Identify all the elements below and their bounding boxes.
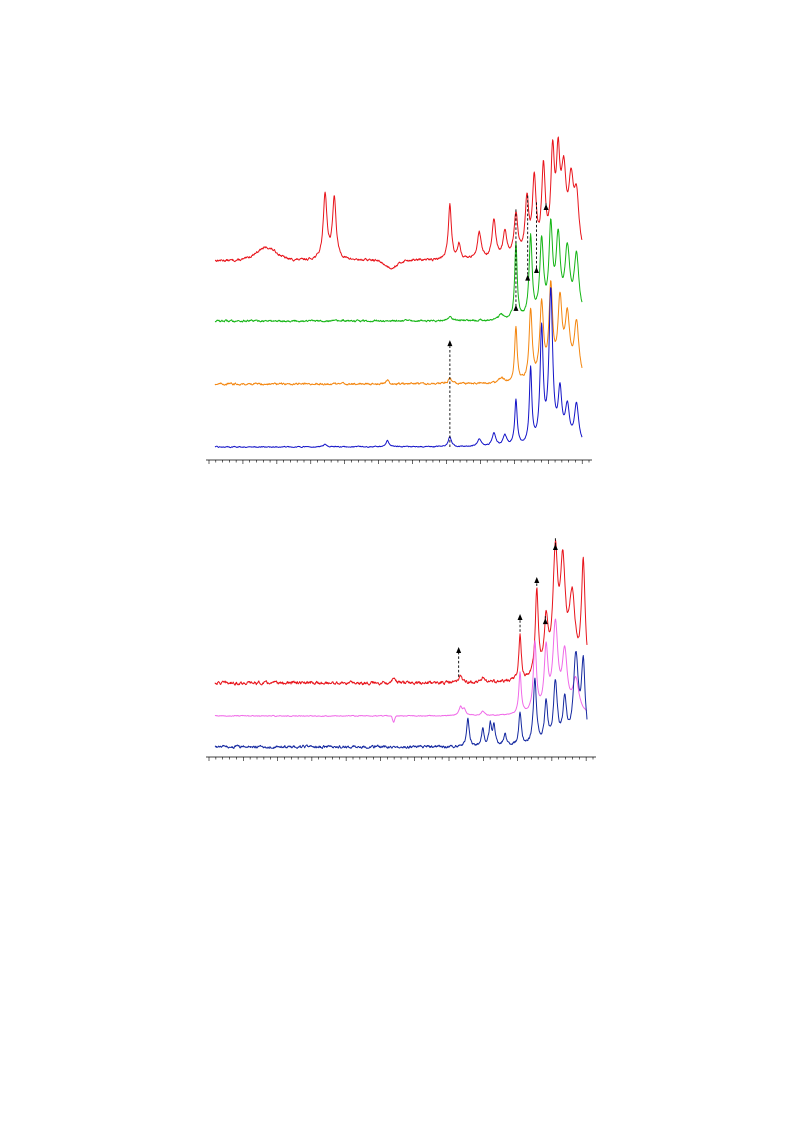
peak-marker-arrow (552, 544, 558, 550)
spectrum-trace-1 (214, 136, 583, 270)
spectrum-panel-bottom (206, 538, 596, 761)
peak-marker-arrow (513, 304, 519, 311)
peak-marker-arrow (534, 576, 540, 583)
spectrum-trace-4 (214, 287, 583, 449)
spectrum-trace-1 (214, 539, 588, 686)
spectrum-panel-top (206, 136, 592, 464)
peak-marker-arrow (447, 340, 453, 347)
peak-marker-arrow (525, 274, 531, 281)
peak-marker-arrow (533, 267, 539, 274)
peak-marker-arrow (456, 647, 462, 653)
spectrum-trace-2 (214, 218, 583, 323)
spectrum-trace-3 (214, 280, 583, 386)
spectrum-trace-3 (214, 651, 588, 750)
spectrum-trace-2 (214, 618, 588, 723)
peak-marker-arrow (543, 204, 549, 211)
peak-marker-arrow (542, 618, 548, 625)
peak-marker-arrow (517, 614, 523, 621)
